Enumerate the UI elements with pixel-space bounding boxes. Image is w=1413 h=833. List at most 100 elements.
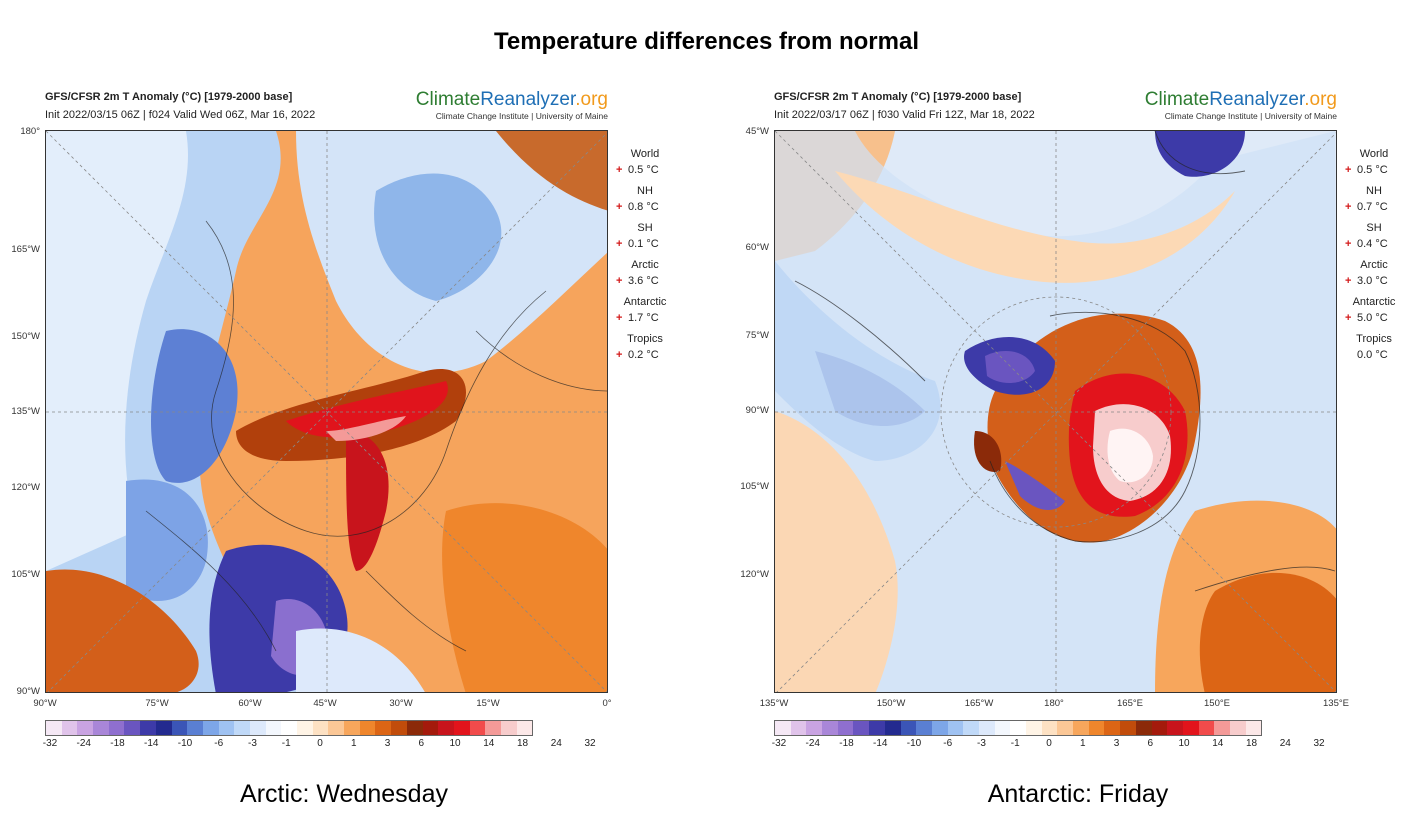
colorbar-swatch bbox=[1182, 721, 1199, 735]
stat-world: World +0.5 °C bbox=[616, 148, 660, 176]
colorbar-tick-label: 1 bbox=[1079, 738, 1086, 749]
brand-subtitle: Climate Change Institute | University of… bbox=[1164, 111, 1337, 121]
colorbar-tick-label: -10 bbox=[177, 738, 193, 749]
panel-init-line: Init 2022/03/15 06Z | f024 Valid Wed 06Z… bbox=[45, 109, 316, 121]
colorbar-tick-label: 24 bbox=[1279, 738, 1291, 749]
stat-nh: NH +0.8 °C bbox=[616, 185, 659, 213]
lat-label: 90°W bbox=[16, 686, 40, 697]
colorbar-tick-label: -14 bbox=[873, 738, 888, 749]
lat-label: 120°W bbox=[11, 482, 40, 493]
lon-label: 15°W bbox=[476, 698, 500, 709]
colorbar-swatch bbox=[1104, 721, 1121, 735]
colorbar-ticks: -32 -24 -18 -14 -10 -6 -3 -1 0 1 3 6 10 14 18 24 32 bbox=[772, 738, 1334, 752]
colorbar-swatch bbox=[485, 721, 501, 735]
lon-label: 180° bbox=[1044, 698, 1064, 709]
stat-tropics: Tropics 0.0 °C bbox=[1356, 333, 1392, 361]
lat-label: 60°W bbox=[745, 242, 769, 253]
colorbar-tick-label: 24 bbox=[550, 738, 562, 749]
colorbar-swatch bbox=[249, 721, 266, 735]
colorbar-swatch bbox=[947, 721, 964, 735]
colorbar-swatch bbox=[469, 721, 486, 735]
colorbar-swatch bbox=[234, 721, 250, 735]
colorbar-tick-label: -18 bbox=[110, 738, 125, 749]
colorbar-tick-label: -10 bbox=[906, 738, 922, 749]
colorbar-tick-label: -6 bbox=[214, 738, 224, 749]
colorbar-swatch bbox=[93, 721, 109, 735]
colorbar-swatch bbox=[994, 721, 1011, 735]
colorbar-tick-label: 18 bbox=[516, 738, 529, 749]
lat-label: 180° bbox=[20, 126, 40, 137]
panel-header-title: GFS/CFSR 2m T Anomaly (°C) [1979-2000 ba… bbox=[45, 91, 293, 103]
lon-label: 165°W bbox=[964, 698, 994, 709]
colorbar-tick-label: -18 bbox=[839, 738, 854, 749]
climate-reanalyzer-logo: ClimateReanalyzer.org bbox=[415, 89, 608, 110]
colorbar-swatch bbox=[187, 721, 203, 735]
lon-label: 0° bbox=[602, 698, 612, 709]
colorbar-swatch bbox=[1088, 721, 1105, 735]
colorbar-tick-label: 32 bbox=[1313, 738, 1325, 749]
colorbar-tick-label: 3 bbox=[384, 738, 391, 749]
arctic-panel: GFS/CFSR 2m T Anomaly (°C) [1979-2000 ba… bbox=[11, 88, 666, 758]
colorbar-swatch bbox=[108, 721, 125, 735]
colorbar-swatch bbox=[978, 721, 995, 735]
colorbar-swatch bbox=[1245, 721, 1262, 735]
colorbar-swatch bbox=[265, 721, 282, 735]
panel-header-title: GFS/CFSR 2m T Anomaly (°C) [1979-2000 ba… bbox=[774, 91, 1022, 103]
colorbar-tick-label: 32 bbox=[584, 738, 596, 749]
colorbar-tick-label: -24 bbox=[805, 738, 820, 749]
colorbar-swatch bbox=[837, 721, 854, 735]
colorbar-swatch bbox=[61, 721, 78, 735]
colorbar-swatch bbox=[359, 721, 376, 735]
lat-label: 165°W bbox=[11, 244, 40, 255]
colorbar-swatch bbox=[1041, 721, 1058, 735]
colorbar-swatch bbox=[1073, 721, 1089, 735]
colorbar-swatch bbox=[171, 721, 188, 735]
lon-label: 165°E bbox=[1117, 698, 1143, 709]
colorbar-tick-label: 10 bbox=[449, 738, 461, 749]
colorbar-ticks: -32 -24 -18 -14 -10 -6 -3 -1 0 1 3 6 10 14 18 24 32 bbox=[43, 738, 605, 752]
colorbar-tick-label: 0 bbox=[1046, 738, 1052, 749]
lon-label: 90°W bbox=[33, 698, 57, 709]
colorbar-tick-label: -3 bbox=[248, 738, 257, 749]
caption-antarctic: Antarctic: Friday bbox=[987, 780, 1169, 808]
lat-label: 120°W bbox=[740, 569, 769, 580]
lat-label: 135°W bbox=[11, 406, 40, 417]
colorbar-tick-label: 18 bbox=[1245, 738, 1258, 749]
colorbar-swatch bbox=[822, 721, 838, 735]
colorbar-swatch bbox=[281, 721, 297, 735]
colorbar-swatch bbox=[963, 721, 979, 735]
colorbar-swatch bbox=[312, 721, 329, 735]
lon-label: 150°W bbox=[876, 698, 906, 709]
brand-subtitle: Climate Change Institute | University of… bbox=[435, 111, 608, 121]
colorbar bbox=[774, 720, 1263, 736]
lat-label: 90°W bbox=[745, 405, 769, 416]
lon-label: 45°W bbox=[313, 698, 337, 709]
stat-tropics: Tropics +0.2 °C bbox=[616, 333, 663, 361]
colorbar-tick-label: 1 bbox=[350, 738, 357, 749]
stat-arctic: Arctic +3.0 °C bbox=[1345, 259, 1388, 287]
colorbar-swatch bbox=[1135, 721, 1152, 735]
colorbar-swatch bbox=[391, 721, 407, 735]
colorbar-swatch bbox=[218, 721, 235, 735]
arctic-anomaly-map bbox=[45, 130, 608, 693]
antarctic-anomaly-map bbox=[774, 130, 1337, 693]
colorbar-swatch bbox=[344, 721, 360, 735]
lon-label: 150°E bbox=[1204, 698, 1230, 709]
colorbar-tick-label: 14 bbox=[483, 738, 495, 749]
colorbar-swatch bbox=[853, 721, 870, 735]
colorbar-swatch bbox=[1229, 721, 1246, 735]
colorbar-tick-label: -32 bbox=[771, 738, 787, 749]
colorbar-tick-label: -1 bbox=[281, 738, 291, 749]
colorbar-tick-label: -24 bbox=[76, 738, 91, 749]
colorbar-swatch bbox=[46, 721, 62, 735]
lat-label: 150°W bbox=[11, 331, 40, 342]
colorbar-swatch bbox=[884, 721, 901, 735]
lat-label: 45°W bbox=[745, 126, 769, 137]
stat-antarctic: Antarctic +1.7 °C bbox=[616, 296, 667, 324]
region-stats: World +0.5 °C NH +0.7 °C SH +0.4 °C Arctic +… bbox=[1345, 148, 1405, 370]
lon-label: 135°E bbox=[1323, 698, 1349, 709]
lat-label: 75°W bbox=[745, 330, 769, 341]
stat-sh: SH +0.1 °C bbox=[616, 222, 659, 250]
colorbar-swatch bbox=[900, 721, 917, 735]
colorbar-swatch bbox=[516, 721, 533, 735]
